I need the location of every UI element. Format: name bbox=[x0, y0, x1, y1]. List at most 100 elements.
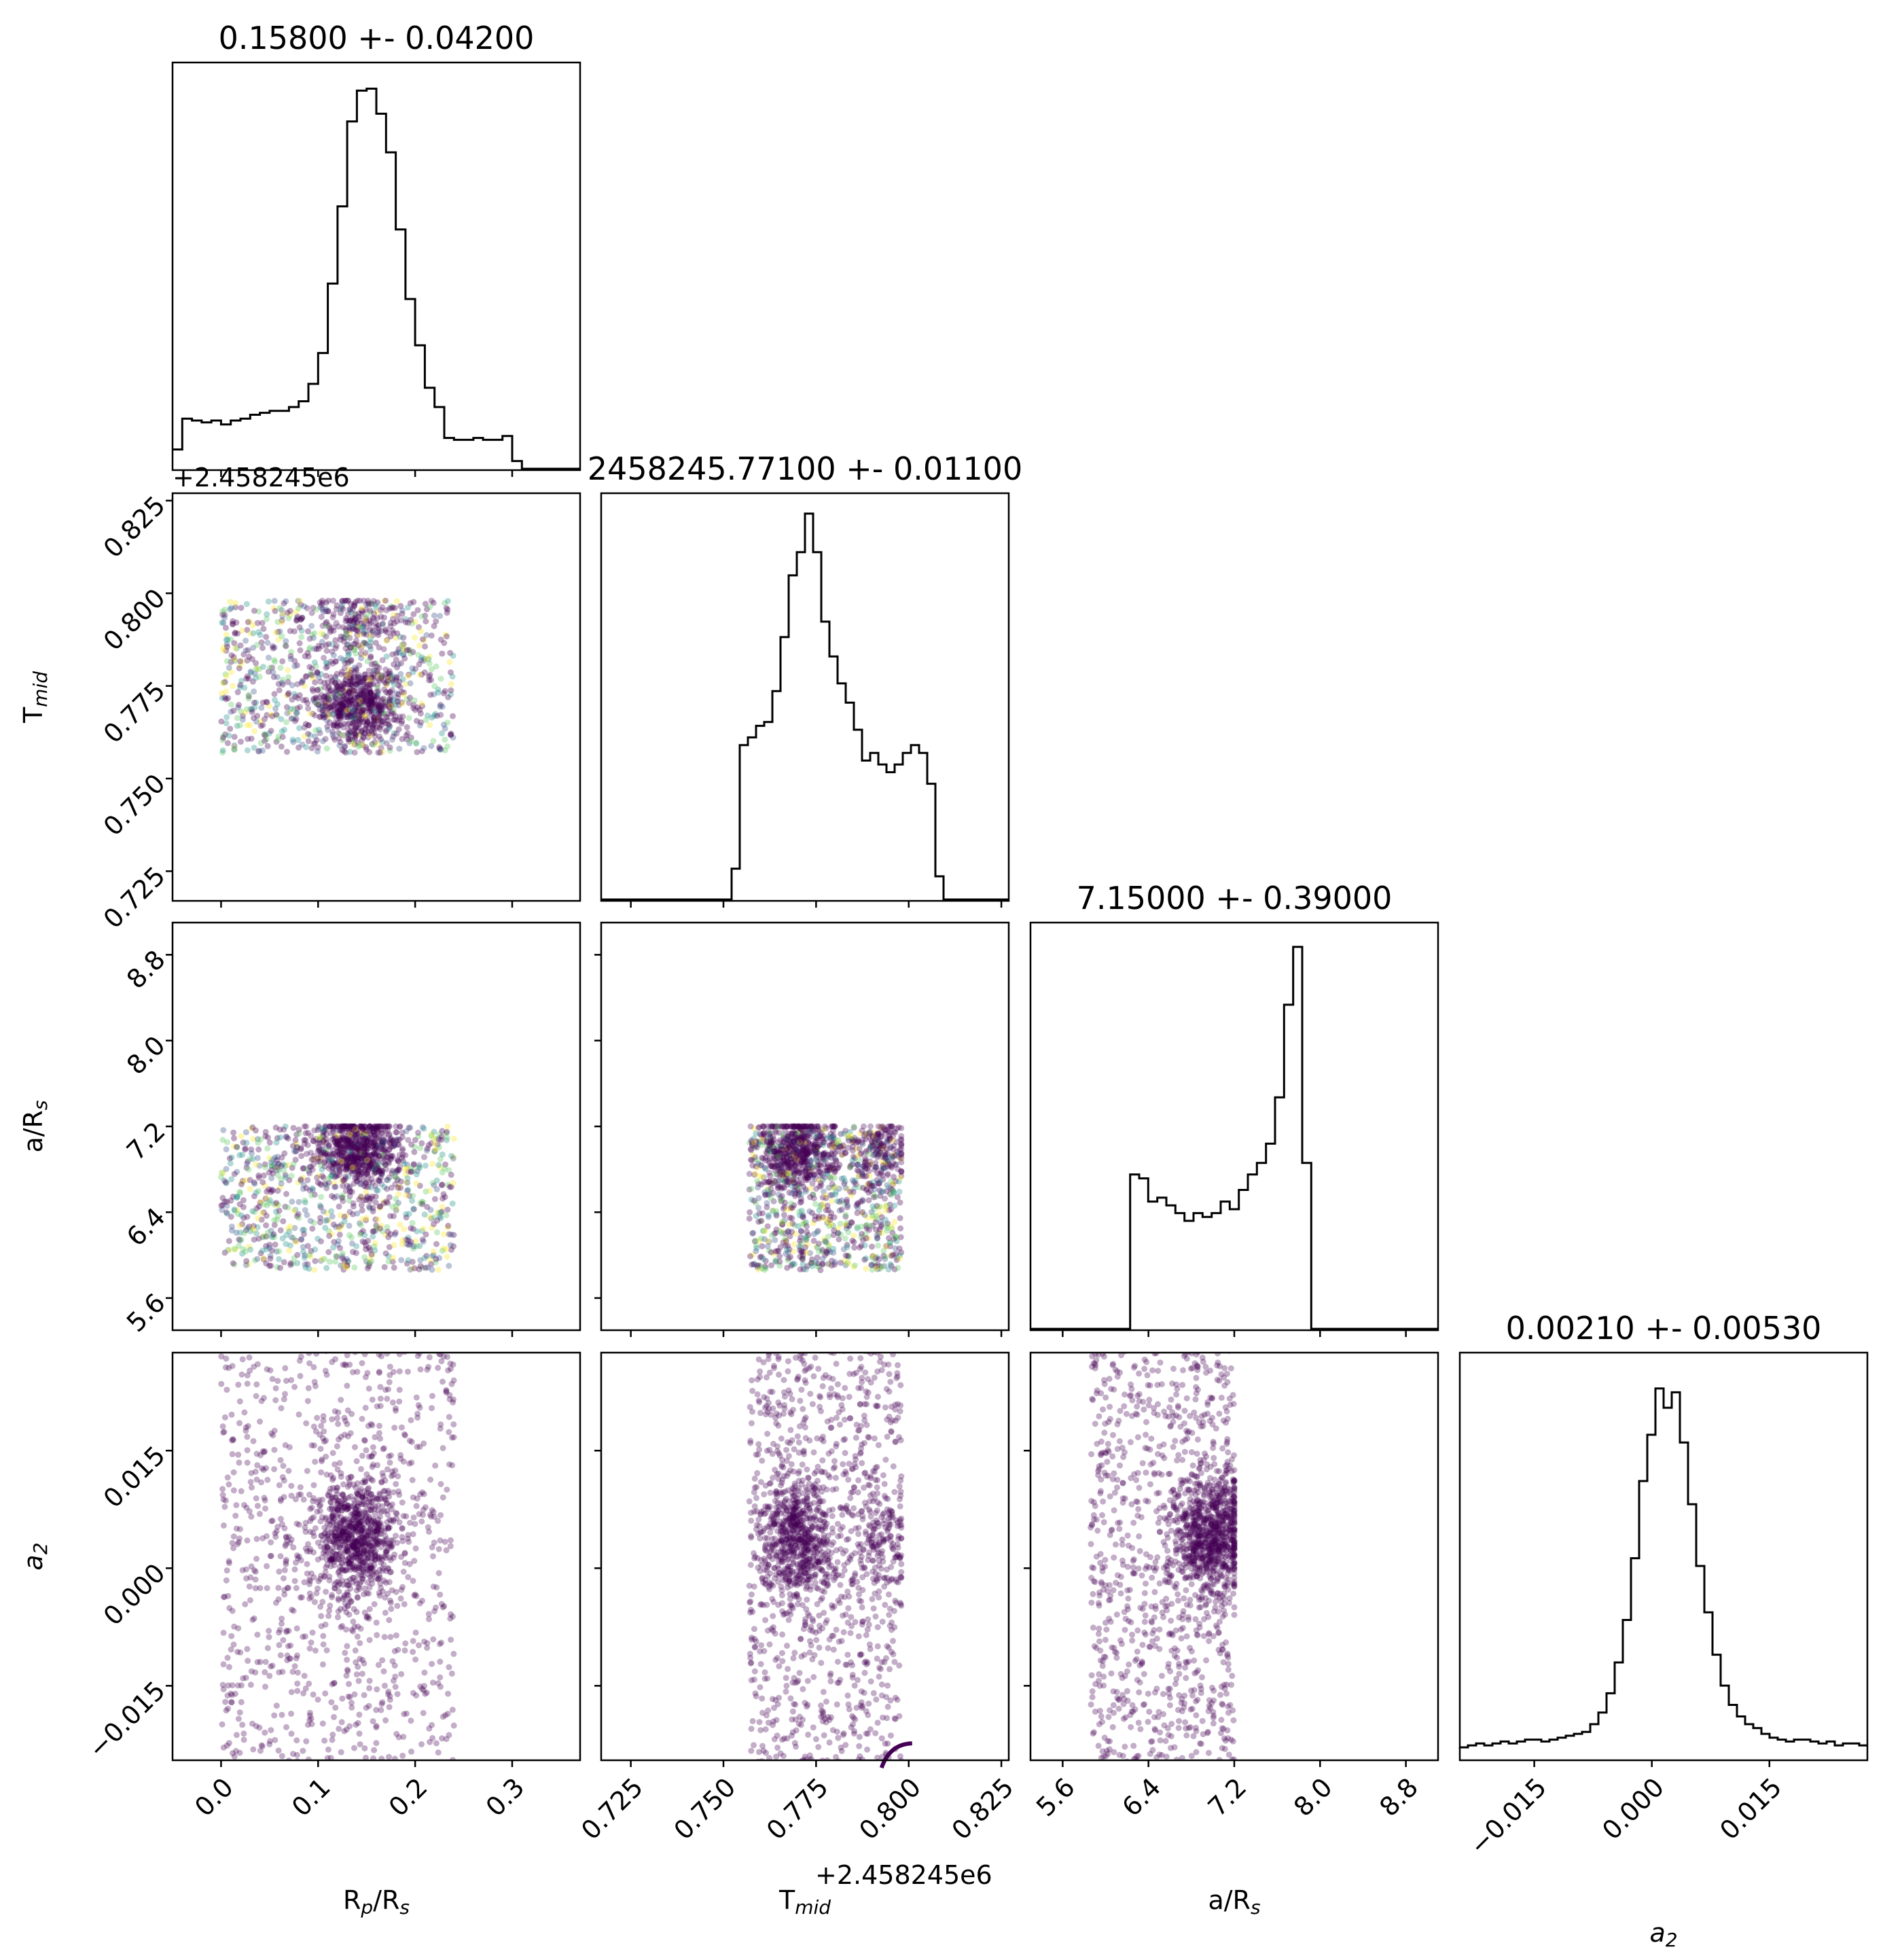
scatter-point bbox=[367, 675, 374, 681]
scatter-point bbox=[405, 1234, 412, 1241]
scatter-point bbox=[371, 697, 378, 704]
scatter-point bbox=[279, 617, 285, 624]
scatter-point bbox=[395, 661, 401, 668]
scatter-point bbox=[346, 1131, 353, 1138]
scatter-point bbox=[365, 730, 372, 736]
scatter-point bbox=[766, 1131, 772, 1138]
scatter-point bbox=[323, 1185, 330, 1192]
scatter-point bbox=[244, 747, 251, 753]
scatter-point bbox=[397, 633, 404, 640]
scatter-point bbox=[384, 629, 391, 636]
scatter-point bbox=[363, 698, 370, 705]
scatter-point bbox=[404, 1175, 411, 1181]
scatter-point bbox=[232, 656, 238, 663]
scatter-point bbox=[252, 675, 259, 681]
scatter-point bbox=[839, 1152, 846, 1158]
scatter-point bbox=[253, 718, 260, 725]
scatter-point bbox=[298, 627, 305, 634]
scatter-point bbox=[381, 1148, 388, 1154]
scatter-point bbox=[383, 1198, 390, 1205]
scatter-point bbox=[340, 693, 346, 700]
scatter-point bbox=[317, 1204, 324, 1211]
scatter-point bbox=[296, 640, 303, 647]
scatter-point bbox=[437, 703, 444, 710]
scatter-point bbox=[271, 598, 278, 604]
scatter-point bbox=[376, 702, 382, 709]
scatter-point bbox=[353, 1154, 360, 1161]
scatter-point bbox=[342, 676, 349, 683]
scatter-point bbox=[753, 1144, 760, 1151]
scatter-point bbox=[374, 1123, 381, 1130]
scatter-point bbox=[326, 694, 333, 700]
scatter-point bbox=[352, 691, 359, 698]
scatter-point bbox=[292, 1237, 299, 1244]
scatter-point bbox=[335, 1608, 342, 1615]
scatter-point bbox=[325, 1157, 332, 1164]
scatter-point bbox=[276, 687, 283, 694]
scatter-point bbox=[337, 1143, 344, 1150]
scatter-point bbox=[243, 647, 249, 654]
scatter-point bbox=[408, 1141, 415, 1148]
scatter-point bbox=[296, 725, 303, 732]
scatter-point bbox=[790, 1138, 797, 1145]
scatter-point bbox=[413, 1171, 420, 1178]
scatter-point bbox=[851, 1262, 858, 1269]
scatter-point bbox=[348, 696, 355, 703]
scatter-point bbox=[323, 619, 330, 626]
scatter-point bbox=[347, 673, 354, 679]
scatter-point bbox=[323, 622, 329, 629]
scatter-point bbox=[391, 1242, 397, 1249]
scatter-point bbox=[376, 1205, 383, 1211]
scatter-point bbox=[370, 632, 376, 639]
scatter-point bbox=[306, 1170, 313, 1177]
scatter-point bbox=[355, 716, 362, 722]
scatter-point bbox=[373, 716, 380, 722]
scatter-point bbox=[829, 1141, 836, 1147]
scatter-point bbox=[812, 1147, 819, 1154]
scatter-point bbox=[339, 693, 346, 700]
scatter-point bbox=[318, 601, 325, 608]
scatter-point bbox=[788, 1200, 795, 1207]
scatter-point bbox=[327, 1123, 334, 1130]
scatter-point bbox=[407, 600, 414, 607]
scatter-point bbox=[283, 1241, 289, 1247]
scatter-point bbox=[315, 674, 322, 681]
scatter-point bbox=[759, 1173, 766, 1180]
scatter-point bbox=[337, 1245, 344, 1251]
scatter-point bbox=[311, 1153, 318, 1160]
scatter-point bbox=[331, 1183, 338, 1190]
scatter-point bbox=[882, 1253, 889, 1260]
scatter-point bbox=[319, 605, 326, 612]
scatter-point bbox=[220, 732, 227, 739]
scatter-point bbox=[327, 704, 334, 711]
scatter-point bbox=[273, 711, 280, 718]
scatter-point bbox=[396, 678, 403, 685]
scatter-point bbox=[440, 690, 447, 696]
scatter-point bbox=[268, 1247, 275, 1254]
scatter-point bbox=[366, 1160, 373, 1166]
scatter-point bbox=[325, 706, 331, 713]
scatter-point bbox=[369, 721, 376, 728]
scatter-point bbox=[360, 624, 367, 630]
scatter-point bbox=[399, 641, 406, 648]
scatter-point bbox=[777, 1197, 784, 1204]
scatter-point bbox=[389, 736, 395, 743]
scatter-point bbox=[387, 688, 393, 695]
scatter-point bbox=[268, 728, 274, 734]
scatter-point bbox=[393, 698, 399, 705]
scatter-point bbox=[274, 736, 281, 743]
scatter-point bbox=[359, 678, 365, 685]
scatter-point bbox=[348, 1188, 355, 1195]
scatter-point bbox=[779, 1230, 785, 1236]
scatter-point bbox=[323, 1264, 330, 1271]
scatter-point bbox=[287, 1260, 294, 1266]
scatter-point bbox=[293, 1625, 300, 1632]
scatter-point bbox=[764, 1123, 771, 1130]
scatter-point bbox=[400, 646, 407, 652]
scatter-point bbox=[357, 1231, 363, 1238]
scatter-point bbox=[374, 669, 380, 675]
scatter-point bbox=[390, 733, 397, 740]
scatter-point bbox=[330, 628, 337, 634]
scatter-point bbox=[337, 1137, 344, 1143]
scatter-point bbox=[363, 615, 369, 622]
